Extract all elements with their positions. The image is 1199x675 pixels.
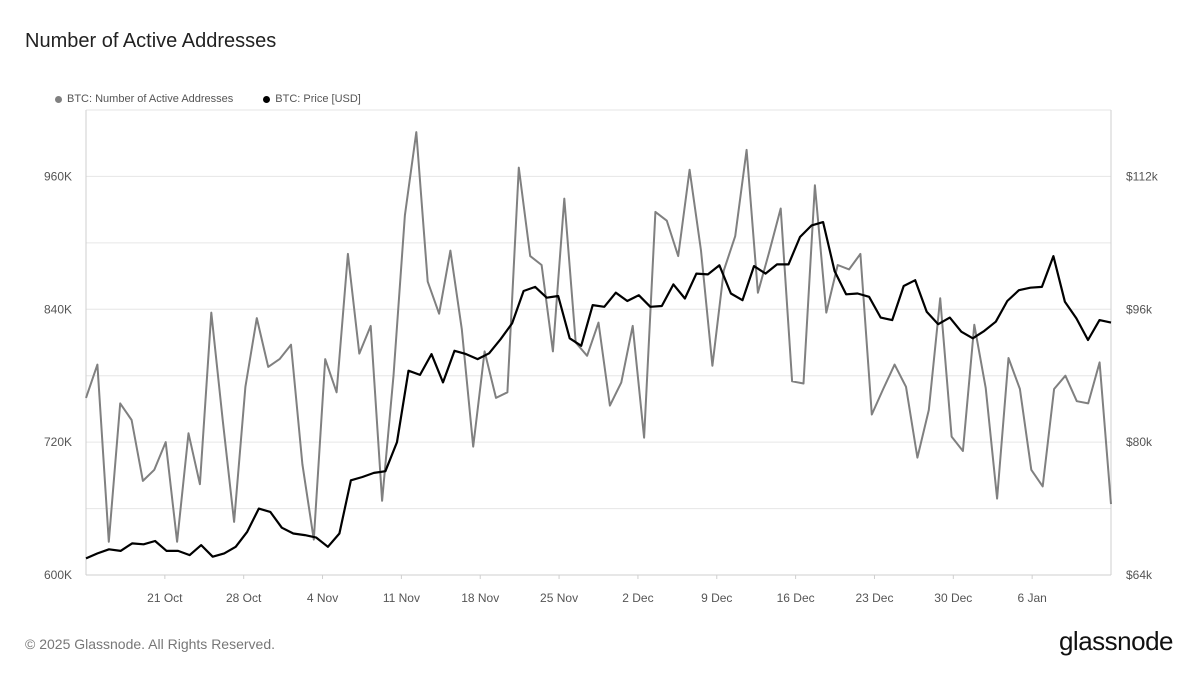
x-tick-label: 11 Nov bbox=[383, 591, 420, 605]
y-right-tick-label: $96k bbox=[1126, 302, 1153, 316]
x-tick-label: 18 Nov bbox=[461, 591, 499, 605]
glassnode-logo: glassnode bbox=[1058, 626, 1174, 656]
x-tick-label: 9 Dec bbox=[701, 591, 732, 605]
y-right-tick-label: $64k bbox=[1126, 568, 1153, 582]
y-right-tick-label: $112k bbox=[1126, 169, 1159, 183]
copyright-text: © 2025 Glassnode. All Rights Reserved. bbox=[25, 636, 276, 652]
x-tick-label: 21 Oct bbox=[147, 591, 183, 605]
x-tick-label: 6 Jan bbox=[1017, 591, 1046, 605]
legend-dot-price bbox=[263, 95, 271, 103]
y-left-tick-label: 720K bbox=[44, 435, 72, 449]
x-tick-label: 16 Dec bbox=[777, 591, 815, 605]
legend-item-active-addresses[interactable]: BTC: Number of Active Addresses bbox=[55, 93, 233, 105]
x-tick-label: 2 Dec bbox=[622, 591, 653, 605]
legend-item-price[interactable]: BTC: Price [USD] bbox=[263, 93, 361, 105]
x-tick-label: 28 Oct bbox=[226, 591, 262, 605]
y-right-tick-label: $80k bbox=[1126, 435, 1153, 449]
series-line-price bbox=[85, 221, 1112, 560]
y-left-tick-label: 840K bbox=[44, 302, 72, 316]
x-tick-label: 25 Nov bbox=[540, 591, 578, 605]
legend: BTC: Number of Active Addresses BTC: Pri… bbox=[55, 93, 361, 105]
series-line-active-addresses bbox=[85, 131, 1112, 543]
x-tick-label: 23 Dec bbox=[855, 591, 893, 605]
legend-label-active-addresses: BTC: Number of Active Addresses bbox=[67, 93, 234, 105]
legend-label-price: BTC: Price [USD] bbox=[275, 93, 361, 105]
legend-dot-active-addresses bbox=[55, 95, 62, 103]
x-tick-label: 4 Nov bbox=[307, 591, 338, 605]
x-tick-label: 30 Dec bbox=[934, 591, 972, 605]
chart-title: Number of Active Addresses bbox=[25, 30, 277, 52]
y-left-tick-label: 960K bbox=[44, 169, 72, 183]
y-left-tick-label: 600K bbox=[44, 568, 72, 582]
